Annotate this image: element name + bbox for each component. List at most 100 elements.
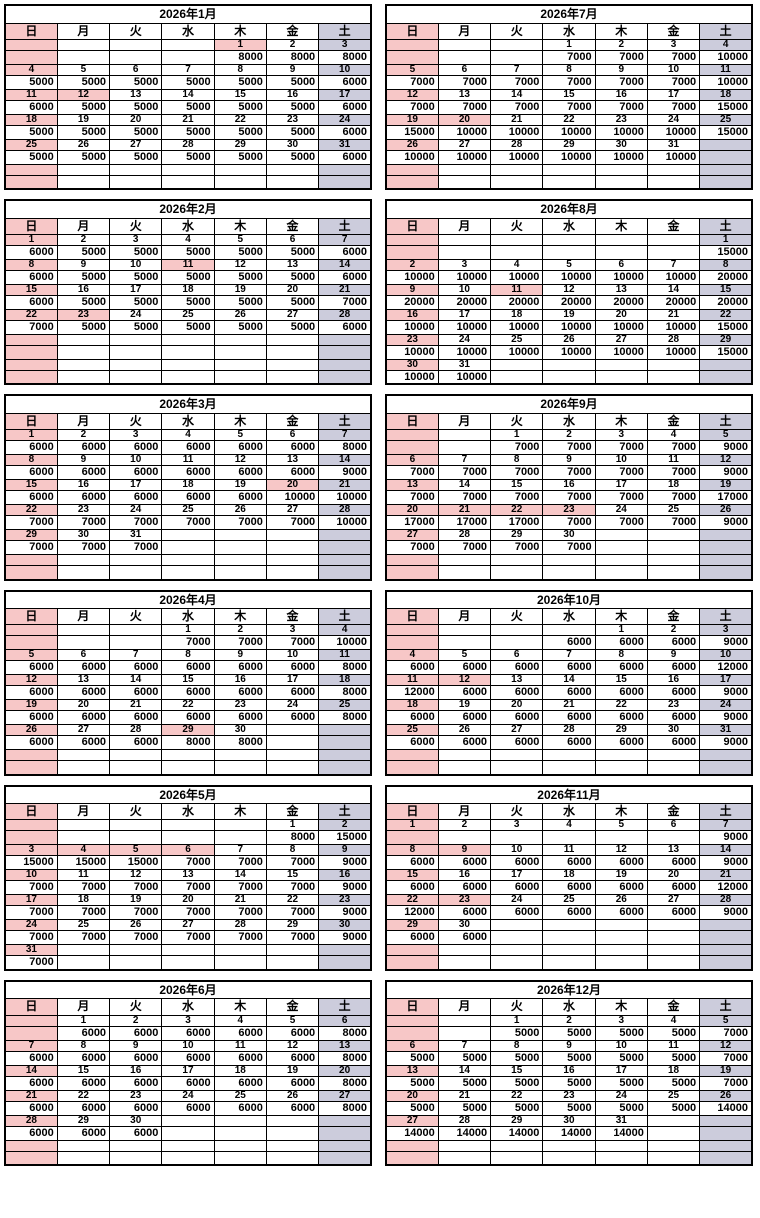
date-cell <box>4 624 58 637</box>
date-cell <box>594 749 648 762</box>
price-cell: 6000 <box>265 1075 320 1091</box>
date-cell: 4 <box>490 258 544 271</box>
price-cell: 6000 <box>318 74 372 90</box>
price-cell <box>594 930 648 946</box>
date-cell <box>385 233 439 246</box>
price-cell: 7000 <box>385 465 439 481</box>
price-cell: 5000 <box>109 149 163 165</box>
weekday-header: 水 <box>542 608 596 626</box>
price-cell: 5000 <box>161 244 215 260</box>
price-cell: 6000 <box>318 149 372 165</box>
weekday-header: 水 <box>542 22 596 40</box>
weekday-header: 日 <box>385 608 439 626</box>
date-cell: 6 <box>161 844 215 857</box>
date-cell: 31 <box>109 529 163 542</box>
price-cell: 6000 <box>265 685 320 701</box>
date-cell: 11 <box>213 1039 267 1052</box>
price-cell: 6000 <box>437 685 492 701</box>
date-cell: 6 <box>437 63 492 76</box>
date-cell <box>646 233 701 246</box>
price-cell: 17000 <box>437 515 492 531</box>
price-cell <box>385 1025 439 1041</box>
price-cell <box>646 540 701 556</box>
price-cell <box>109 49 163 65</box>
price-cell <box>265 565 320 581</box>
weekday-header: 日 <box>4 608 58 626</box>
price-cell: 7000 <box>490 540 544 556</box>
date-cell: 14 <box>213 869 267 882</box>
weekday-header: 日 <box>385 22 439 40</box>
date-cell: 7 <box>437 454 492 467</box>
price-cell: 12000 <box>699 880 753 896</box>
price-cell: 6000 <box>490 735 544 751</box>
date-cell: 29 <box>542 138 596 151</box>
date-cell <box>542 358 596 371</box>
date-cell <box>109 333 163 346</box>
date-cell: 17 <box>594 1064 648 1077</box>
price-cell: 6000 <box>646 735 701 751</box>
price-cell: 6000 <box>646 660 701 676</box>
date-cell: 28 <box>437 1114 492 1127</box>
date-cell <box>265 1114 320 1127</box>
price-cell: 8000 <box>161 735 215 751</box>
price-cell: 5000 <box>161 319 215 335</box>
date-cell: 17 <box>646 88 701 101</box>
date-cell: 5 <box>213 233 267 246</box>
date-cell: 27 <box>594 333 648 346</box>
date-cell: 17 <box>161 1064 215 1077</box>
price-cell: 6000 <box>109 685 163 701</box>
price-cell: 6000 <box>646 685 701 701</box>
date-cell: 3 <box>4 844 58 857</box>
date-cell: 16 <box>542 1064 596 1077</box>
price-cell: 6000 <box>594 905 648 921</box>
price-cell: 7000 <box>56 930 111 946</box>
date-cell <box>490 749 544 762</box>
date-cell: 11 <box>385 674 439 687</box>
weekday-header: 水 <box>542 217 596 235</box>
price-cell: 10000 <box>490 319 544 335</box>
price-cell <box>213 369 267 385</box>
date-cell <box>318 529 372 542</box>
price-cell: 6000 <box>4 440 58 456</box>
price-cell: 14000 <box>490 1125 544 1141</box>
date-cell: 18 <box>699 88 753 101</box>
date-cell <box>109 163 163 176</box>
date-cell: 26 <box>109 919 163 932</box>
price-cell: 8000 <box>318 1075 372 1091</box>
price-cell: 6000 <box>56 490 111 506</box>
date-cell: 7 <box>109 649 163 662</box>
price-cell: 6000 <box>109 1050 163 1066</box>
price-cell <box>161 344 215 360</box>
date-cell: 15 <box>594 674 648 687</box>
date-cell: 14 <box>646 283 701 296</box>
price-cell <box>594 830 648 846</box>
date-cell <box>265 749 320 762</box>
price-cell: 15000 <box>699 244 753 260</box>
price-cell: 10000 <box>699 49 753 65</box>
weekday-header: 火 <box>490 217 544 235</box>
date-cell: 2 <box>318 819 372 832</box>
price-cell: 9000 <box>699 465 753 481</box>
price-cell: 5000 <box>109 244 163 260</box>
price-cell: 6000 <box>213 1075 267 1091</box>
price-cell: 7000 <box>56 515 111 531</box>
price-cell: 6000 <box>213 685 267 701</box>
date-cell: 5 <box>109 844 163 857</box>
date-cell <box>4 554 58 567</box>
date-cell: 21 <box>646 308 701 321</box>
date-cell: 8 <box>265 844 320 857</box>
date-cell: 21 <box>213 894 267 907</box>
price-cell: 17000 <box>385 515 439 531</box>
date-cell: 30 <box>213 724 267 737</box>
date-cell: 30 <box>594 138 648 151</box>
date-cell: 16 <box>385 308 439 321</box>
weekday-header: 月 <box>56 22 111 40</box>
weekday-header: 土 <box>699 217 753 235</box>
price-cell: 6000 <box>109 1025 163 1041</box>
price-cell: 10000 <box>542 124 596 140</box>
price-cell: 6000 <box>213 710 267 726</box>
date-cell: 6 <box>594 258 648 271</box>
date-cell: 17 <box>4 894 58 907</box>
price-cell: 7000 <box>161 515 215 531</box>
price-cell: 8000 <box>318 1100 372 1116</box>
